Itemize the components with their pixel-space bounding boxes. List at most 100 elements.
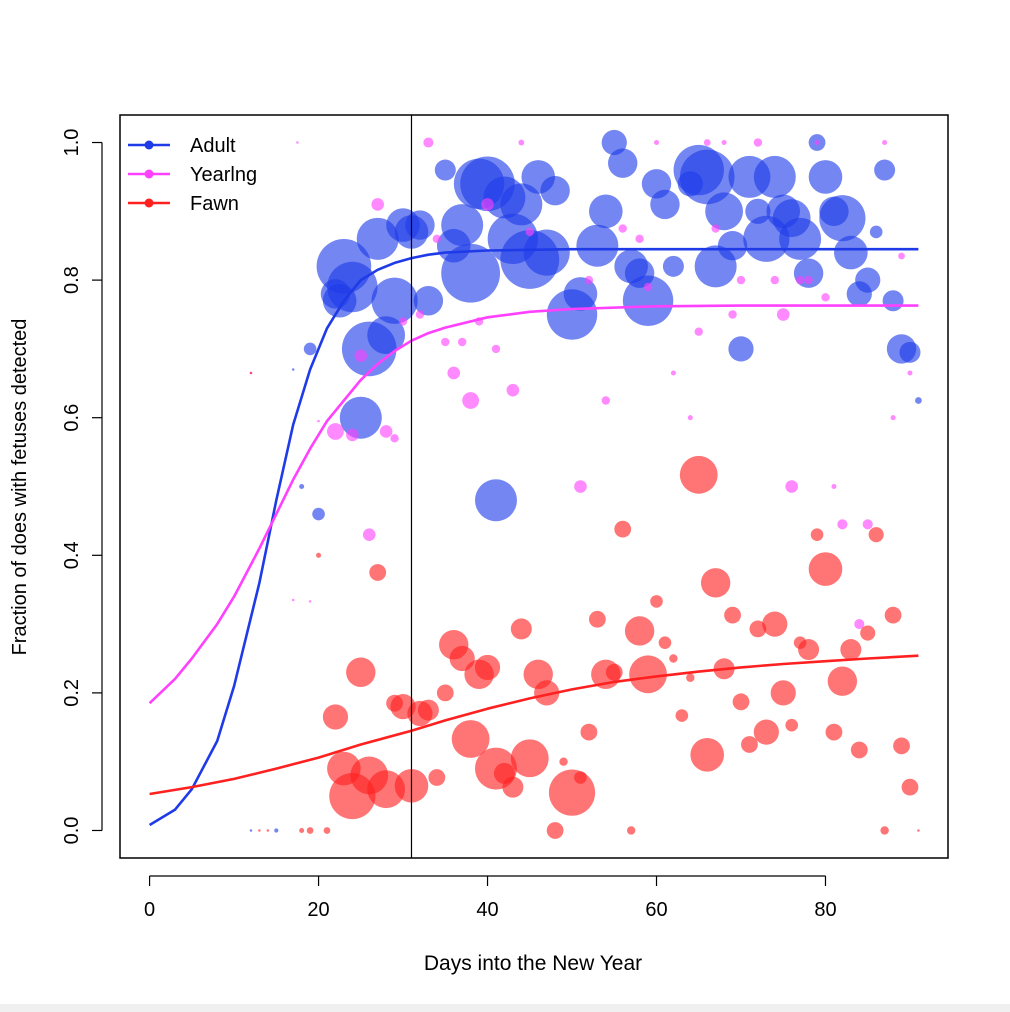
curve-fawn [149,654,919,796]
point-yearlng-51 [854,619,865,630]
point-yearlng-53 [882,139,888,146]
curve-yearlng [148,304,919,705]
point-yearlng-7 [354,349,368,363]
point-fawn-75 [901,778,919,796]
legend-marker [144,169,154,179]
point-adult-69 [882,290,904,312]
point-yearlng-39 [728,310,737,319]
point-yearlng-11 [390,434,399,443]
point-adult-44 [662,255,684,277]
point-fawn-66 [825,723,843,741]
point-yearlng-49 [831,483,837,490]
point-fawn-44 [629,655,667,694]
point-yearlng-3 [308,600,312,603]
point-fawn-29 [510,618,532,640]
x-axis-title: Days into the New Year [424,952,642,975]
point-adult-14 [371,277,418,324]
point-fawn-56 [741,736,758,753]
point-fawn-64 [810,528,824,541]
point-adult-3 [312,507,325,521]
point-adult-0 [249,829,253,832]
point-adult-32 [540,175,570,206]
point-adult-43 [650,189,680,220]
point-fawn-43 [624,616,655,646]
point-fawn-59 [762,611,788,637]
x-tick-label: 80 [814,899,836,921]
point-adult-50 [717,231,748,261]
point-fawn-45 [650,595,663,608]
point-yearlng-18 [457,337,467,347]
point-yearlng-12 [398,317,408,326]
point-fawn-63 [798,639,820,661]
point-yearlng-42 [770,275,779,285]
point-fawn-23 [451,720,490,758]
point-fawn-49 [686,673,695,682]
point-fawn-68 [840,639,862,661]
y-tick-label: 1.0 [61,129,83,157]
point-fawn-47 [669,654,678,663]
point-fawn-10 [346,657,376,687]
point-fawn-58 [753,719,779,745]
point-fawn-30 [510,739,549,778]
point-adult-63 [819,195,866,242]
point-adult-49 [705,192,744,231]
point-adult-51 [728,336,754,362]
curve-adult [148,247,919,827]
point-adult-13 [367,316,406,355]
point-yearlng-21 [481,198,494,211]
legend-marker [144,140,154,150]
legend-item-fawn: Fawn [128,193,239,215]
point-yearlng-6 [346,428,359,442]
point-fawn-3 [299,827,305,834]
point-yearlng-1 [291,598,295,602]
point-yearlng-25 [525,227,534,237]
point-fawn-12 [369,564,387,581]
point-adult-58 [779,217,822,260]
point-fawn-71 [868,527,884,543]
point-adult-2 [303,342,317,356]
point-fawn-73 [884,606,902,624]
point-adult-64 [834,235,868,270]
fitted-curves [148,247,919,827]
point-fawn-50 [679,455,718,494]
plot-frame [119,114,949,859]
point-fawn-60 [770,680,796,706]
point-yearlng-34 [687,415,693,421]
point-adult-19 [434,159,456,181]
point-fawn-52 [700,568,731,598]
point-fawn-18 [417,699,439,721]
legend-item-adult: Adult [128,135,236,157]
point-adult-41 [622,275,674,326]
point-fawn-4 [306,827,314,834]
point-adult-61 [808,160,843,194]
point-yearlng-36 [703,139,711,146]
point-fawn-28 [502,776,524,798]
point-fawn-35 [548,769,596,816]
legend-label: Fawn [190,193,239,215]
point-fawn-13 [367,770,406,809]
point-yearlng-31 [643,282,653,292]
point-adult-9 [327,261,378,313]
point-adult-10 [339,396,382,439]
y-axis: 0.0 0.2 0.4 0.6 0.8 1.0 [61,129,103,845]
point-fawn-42 [626,826,636,835]
point-adult-66 [855,267,881,293]
legend-label: Adult [190,135,236,157]
point-fawn-37 [580,723,598,741]
point-yearlng-4 [317,419,320,423]
point-yearlng-10 [379,425,393,438]
point-fawn-74 [893,737,910,755]
legend-marker [144,198,154,208]
y-tick-label: 0.0 [61,817,83,845]
point-yearlng-41 [753,138,763,147]
point-yearlng-56 [907,370,913,376]
point-yearlng-35 [694,327,703,336]
point-adult-28 [500,183,543,226]
point-adult-34 [563,277,598,311]
point-adult-72 [915,397,922,404]
point-fawn-40 [605,663,623,681]
point-yearlng-14 [423,137,434,148]
point-adult-68 [874,159,896,181]
